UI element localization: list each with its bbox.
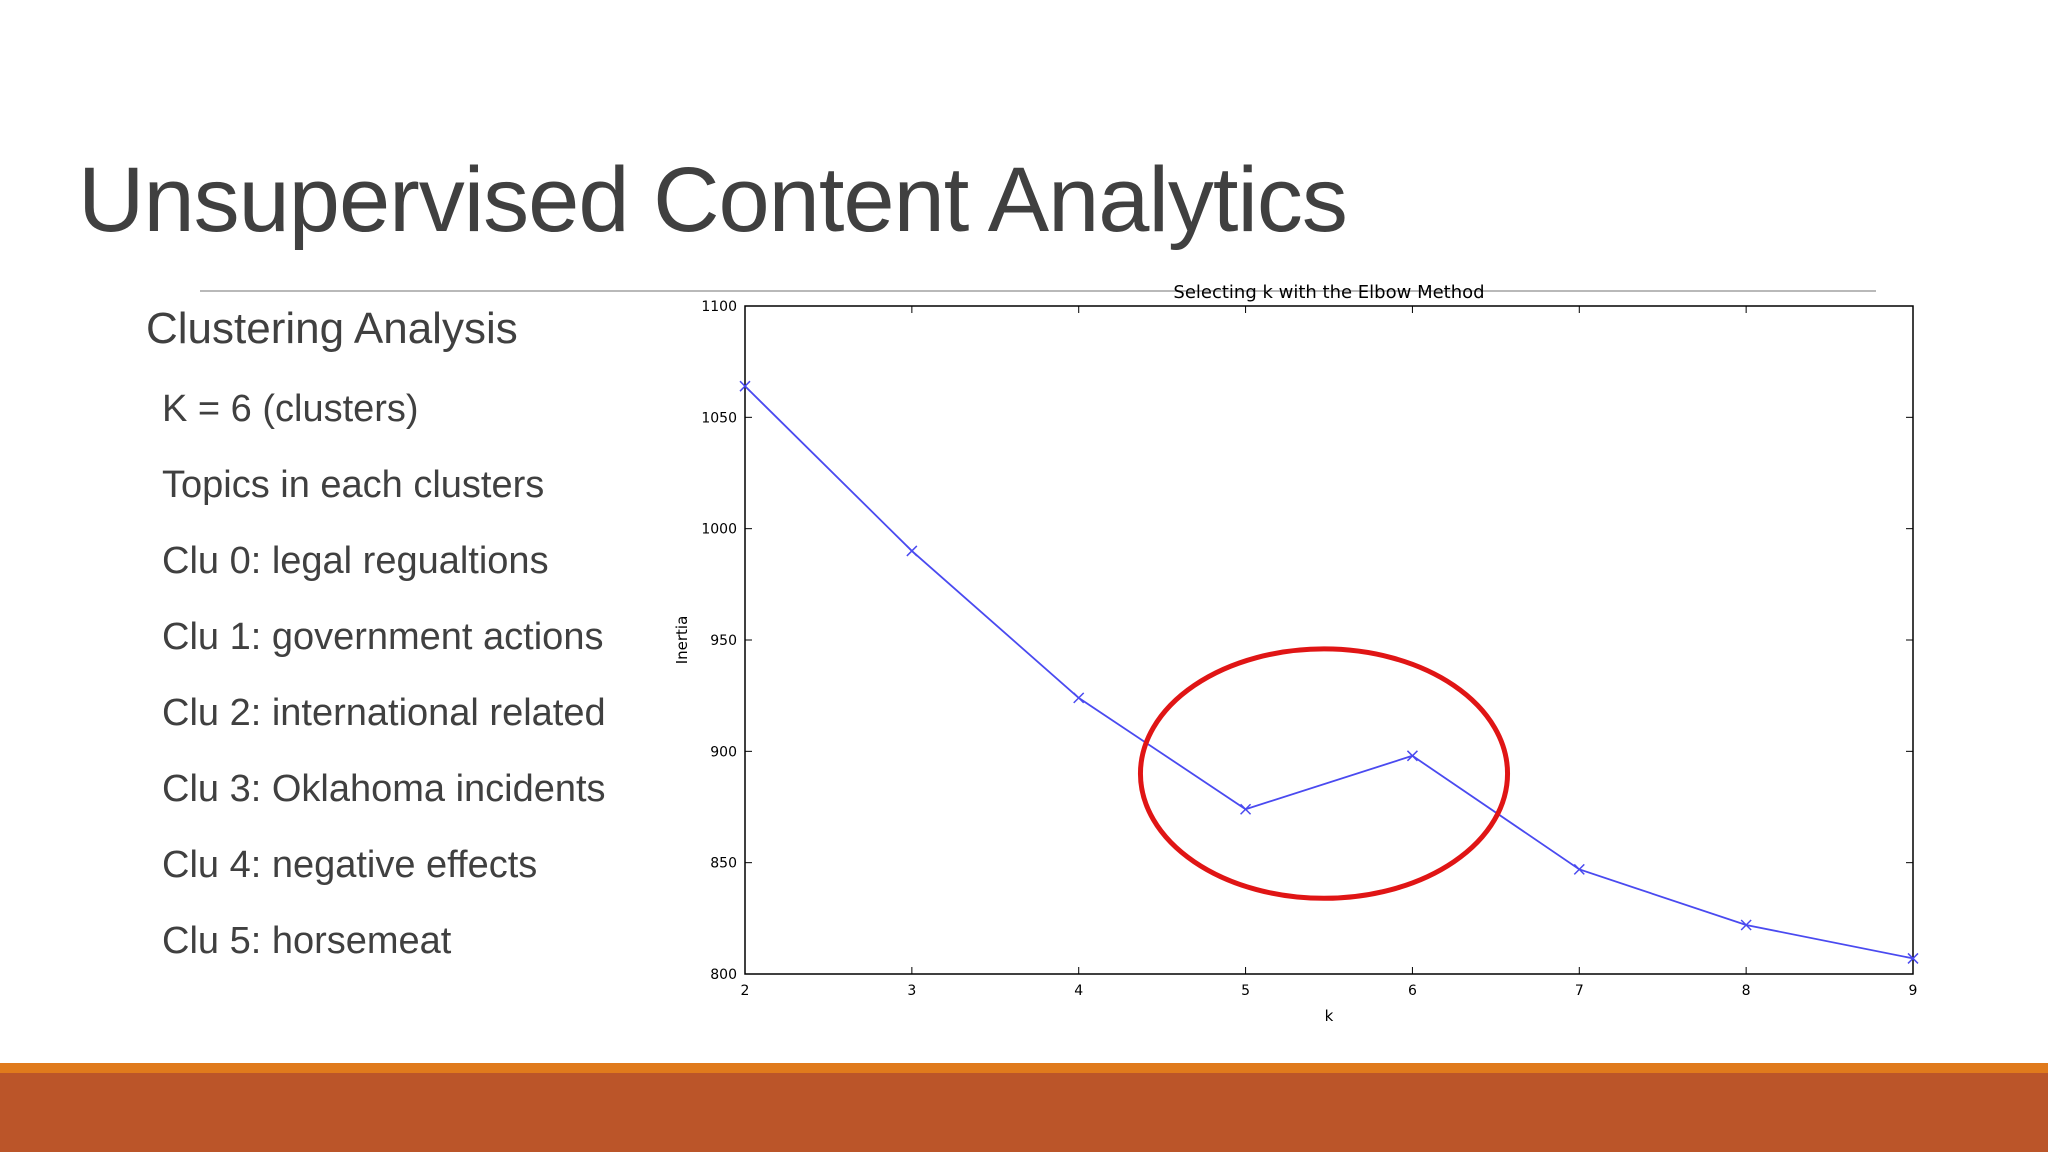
y-tick-label: 950 — [710, 633, 737, 649]
x-tick-label: 5 — [1241, 983, 1250, 999]
y-tick-label: 850 — [710, 856, 737, 872]
bullet-item: Clu 2: international related — [162, 692, 606, 734]
bullet-item: Clu 1: government actions — [162, 616, 604, 658]
y-tick-label: 1050 — [701, 410, 737, 426]
y-axis-label: Inertia — [673, 616, 691, 665]
plot-area — [744, 305, 1914, 975]
bullet-item: Clu 5: horsemeat — [162, 920, 452, 962]
x-tick-label: 4 — [1074, 983, 1083, 999]
x-tick-label: 9 — [1909, 983, 1918, 999]
title-divider — [200, 290, 1876, 292]
x-tick-label: 7 — [1575, 983, 1584, 999]
cluster-items: K = 6 (clusters) Topics in each clusters… — [162, 384, 606, 992]
data-point-marker — [739, 380, 751, 392]
data-point-marker — [1740, 919, 1752, 931]
bullet-item: K = 6 (clusters) — [162, 388, 419, 430]
series-line — [744, 385, 1914, 960]
data-point-marker — [1240, 803, 1252, 815]
y-tick-label: 1100 — [701, 299, 737, 315]
footer-bar — [0, 1073, 2048, 1152]
data-point-marker — [1406, 750, 1418, 762]
elbow-chart: 2 3 4 5 6 7 8 9 800 850 900 950 1000 1050 1100 Selectin… — [660, 276, 1936, 1036]
data-point-marker — [1907, 952, 1919, 964]
y-tick-label: 1000 — [701, 522, 737, 538]
chart-title: Selecting k with the Elbow Method — [1173, 282, 1484, 303]
slide-title: Unsupervised Content Analytics — [78, 149, 1348, 251]
x-tick-label: 8 — [1742, 983, 1751, 999]
section-heading: Clustering Analysis — [146, 304, 518, 353]
bullet-item: Clu 0: legal regualtions — [162, 540, 549, 582]
data-point-marker — [906, 545, 918, 557]
chart-svg: 2 3 4 5 6 7 8 9 800 850 900 950 1000 1050 1100 Selectin… — [673, 282, 1919, 1025]
bullet-item: Topics in each clusters — [162, 464, 545, 506]
y-tick-label: 900 — [710, 744, 737, 760]
data-point-marker — [1573, 863, 1585, 875]
annotation-circle — [1137, 646, 1511, 901]
y-tick-label: 800 — [710, 967, 737, 983]
data-point-marker — [1073, 692, 1085, 704]
x-tick-label: 2 — [741, 983, 750, 999]
x-axis-label: k — [1325, 1007, 1334, 1025]
bullet-item: Clu 3: Oklahoma incidents — [162, 768, 606, 810]
bullet-list: Clustering Analysis K = 6 (clusters) Top… — [146, 300, 606, 962]
bullet-item: Clu 4: negative effects — [162, 844, 538, 886]
x-tick-label: 3 — [907, 983, 916, 999]
x-tick-label: 6 — [1408, 983, 1417, 999]
footer-accent-bar — [0, 1063, 2048, 1073]
